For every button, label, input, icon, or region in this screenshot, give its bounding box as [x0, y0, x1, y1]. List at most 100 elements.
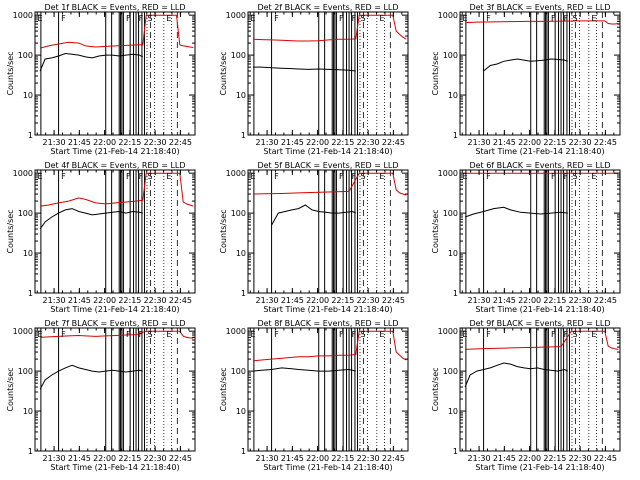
plot-frame — [459, 11, 621, 136]
event-label: F — [551, 14, 556, 23]
x-axis-label: Start Time (21-Feb-14 21:18:40) — [475, 305, 604, 314]
y-axis-label: Counts/sec — [219, 51, 228, 95]
x-tick-label: 21:45 — [493, 454, 516, 463]
event-label: E — [251, 14, 256, 23]
event-label: S — [148, 14, 153, 23]
plot-frame — [247, 327, 409, 452]
event-label: E — [463, 14, 468, 23]
event-label: E — [38, 172, 43, 181]
event-label: F — [339, 172, 344, 181]
x-axis-label: Start Time (21-Feb-14 21:18:40) — [263, 147, 392, 156]
y-axis-label: Counts/sec — [431, 367, 440, 411]
x-tick-label: 21:30 — [43, 454, 66, 463]
y-tick-label: 10 — [448, 249, 458, 258]
plot-frame — [459, 327, 621, 452]
x-tick-label: 22:00 — [93, 138, 116, 147]
y-axis-label: Counts/sec — [6, 51, 15, 95]
x-tick-label: 22:15 — [118, 296, 141, 305]
series-red-line — [40, 172, 194, 207]
series-red-line — [465, 20, 619, 25]
event-label: E — [38, 330, 43, 339]
panel-title: Det 3f BLACK = Events, RED = LLD — [469, 3, 610, 12]
event-label: F — [352, 14, 357, 23]
event-label: F — [126, 14, 131, 23]
event-label: F — [564, 172, 569, 181]
y-axis-label: Counts/sec — [6, 367, 15, 411]
event-label: E — [463, 330, 468, 339]
plot-frame — [34, 169, 196, 294]
y-tick-label: 1000 — [226, 169, 246, 178]
y-tick-label: 10 — [236, 249, 246, 258]
event-label: F — [339, 330, 344, 339]
x-tick-label: 21:45 — [281, 138, 304, 147]
y-tick-label: 1000 — [13, 11, 33, 20]
event-label: F — [551, 172, 556, 181]
event-label: F — [274, 14, 279, 23]
event-label: F — [61, 172, 66, 181]
event-label: F — [126, 330, 131, 339]
panel-title: Det 2f BLACK = Events, RED = LLD — [257, 3, 398, 12]
x-tick-label: 22:15 — [543, 296, 566, 305]
x-axis-label: Start Time (21-Feb-14 21:18:40) — [475, 147, 604, 156]
event-label: E — [251, 172, 256, 181]
event-label: F — [352, 172, 357, 181]
panel-title: Det 1f BLACK = Events, RED = LLD — [44, 3, 185, 12]
x-axis-label: Start Time (21-Feb-14 21:18:40) — [263, 305, 392, 314]
series-black-line — [464, 206, 568, 218]
series-red-line — [253, 14, 407, 42]
x-axis-label: Start Time (21-Feb-14 21:18:40) — [50, 463, 179, 472]
y-axis-label: Counts/sec — [219, 209, 228, 253]
y-tick-label: 1 — [28, 131, 33, 140]
event-label: E — [251, 330, 256, 339]
x-tick-label: 21:45 — [68, 138, 91, 147]
event-label: F — [61, 330, 66, 339]
event-label: E — [379, 172, 384, 181]
event-label: F — [61, 14, 66, 23]
x-axis-label: Start Time (21-Feb-14 21:18:40) — [50, 147, 179, 156]
x-tick-label: 22:30 — [144, 138, 167, 147]
event-label: S — [148, 330, 153, 339]
series-black-line — [39, 52, 144, 72]
y-tick-label: 10 — [236, 407, 246, 416]
event-label: S — [573, 330, 578, 339]
x-tick-label: 22:00 — [306, 296, 329, 305]
event-label: F — [339, 14, 344, 23]
x-tick-label: 22:30 — [357, 138, 380, 147]
event-label: F — [551, 330, 556, 339]
series-black-line — [39, 364, 143, 390]
x-tick-label: 22:45 — [382, 296, 405, 305]
y-tick-label: 100 — [18, 367, 33, 376]
x-axis-label: Start Time (21-Feb-14 21:18:40) — [50, 305, 179, 314]
y-tick-label: 1000 — [438, 327, 458, 336]
event-label: F — [139, 172, 144, 181]
y-tick-label: 100 — [231, 367, 246, 376]
series-red-line — [39, 14, 194, 49]
event-label: F — [274, 172, 279, 181]
panel-title: Det 9f BLACK = Events, RED = LLD — [469, 319, 610, 328]
x-tick-label: 21:45 — [68, 296, 91, 305]
event-label: F — [126, 172, 131, 181]
y-axis-label: Counts/sec — [6, 209, 15, 253]
x-tick-label: 22:45 — [594, 296, 617, 305]
event-label: S — [361, 14, 366, 23]
x-tick-label: 22:30 — [569, 454, 592, 463]
x-tick-label: 21:45 — [493, 138, 516, 147]
y-tick-label: 1 — [241, 131, 246, 140]
x-tick-label: 22:45 — [169, 296, 192, 305]
event-label: E — [166, 330, 171, 339]
event-label: F — [274, 330, 279, 339]
series-red-line — [253, 330, 407, 362]
series-black-line — [253, 367, 356, 372]
y-tick-label: 10 — [23, 407, 33, 416]
series-red-line — [253, 172, 407, 196]
y-tick-label: 1000 — [226, 11, 246, 20]
event-label: S — [361, 330, 366, 339]
x-tick-label: 22:30 — [569, 296, 592, 305]
x-tick-label: 22:45 — [382, 138, 405, 147]
y-tick-label: 1 — [241, 447, 246, 456]
